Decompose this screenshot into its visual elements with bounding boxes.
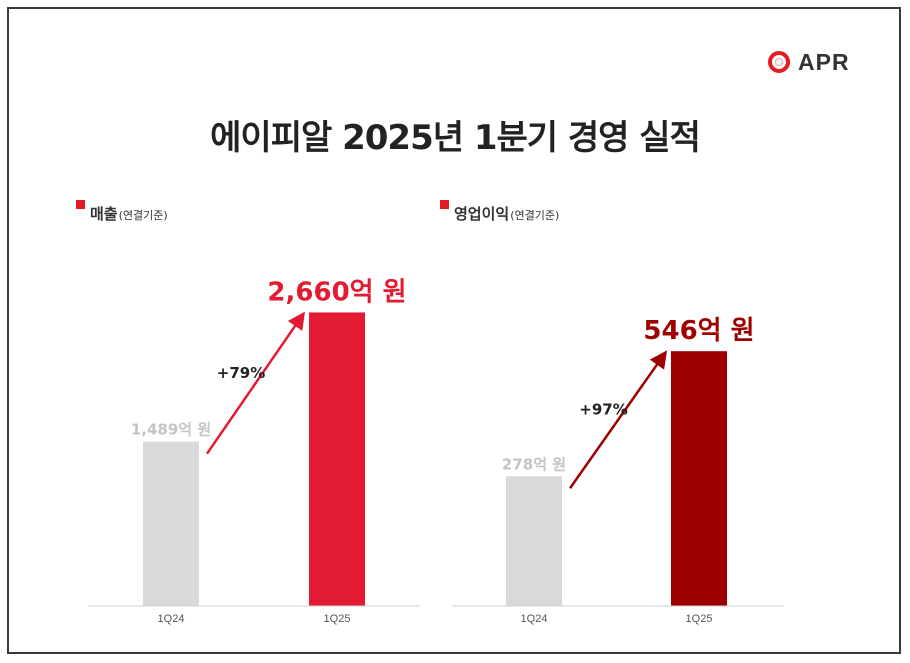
operating-profit-bar-1q25 xyxy=(671,351,727,606)
operating-profit-marker-icon xyxy=(440,200,449,209)
revenue-title: 매출 xyxy=(90,205,118,223)
page-title: 에이피알 2025년 1분기 경영 실적 xyxy=(210,118,701,158)
operating-profit-bar-1q24 xyxy=(506,476,562,606)
operating-profit-value-label-1q24: 278억 원 xyxy=(502,455,566,473)
apr-logo-ring-icon xyxy=(768,51,790,73)
revenue-value-label-1q25: 2,660억 원 xyxy=(267,277,406,307)
revenue-tick-label-1q25: 1Q25 xyxy=(324,613,351,625)
operating-profit-tick-label-1q25: 1Q25 xyxy=(686,613,713,625)
apr-logo: APR xyxy=(768,46,850,78)
operating-profit-subtitle: (연결기준) xyxy=(510,209,560,222)
revenue-bar-1q24 xyxy=(143,441,199,606)
revenue-marker-icon xyxy=(76,200,85,209)
operating-profit-chart: 278억 원 1Q24 546억 원 1Q25 +97% xyxy=(452,316,784,625)
revenue-growth-arrow-icon xyxy=(205,311,305,455)
revenue-panel-title: 매출 (연결기준) xyxy=(76,200,168,224)
revenue-bar-1q25 xyxy=(309,312,365,606)
revenue-subtitle: (연결기준) xyxy=(118,209,168,222)
operating-profit-value-label-1q25: 546억 원 xyxy=(643,316,754,346)
revenue-value-label-1q24: 1,489억 원 xyxy=(131,421,211,439)
revenue-growth-label: +79% xyxy=(217,364,265,382)
operating-profit-tick-label-1q24: 1Q24 xyxy=(521,613,548,625)
revenue-chart: 1,489억 원 1Q24 2,660억 원 1Q25 +79% xyxy=(88,277,420,625)
operating-profit-growth-arrow-icon xyxy=(568,350,668,489)
revenue-tick-label-1q24: 1Q24 xyxy=(158,613,185,625)
logo-text: APR xyxy=(798,48,850,75)
operating-profit-growth-label: +97% xyxy=(579,401,627,419)
operating-profit-panel-title: 영업이익 (연결기준) xyxy=(440,200,559,224)
operating-profit-title: 영업이익 xyxy=(454,205,510,223)
